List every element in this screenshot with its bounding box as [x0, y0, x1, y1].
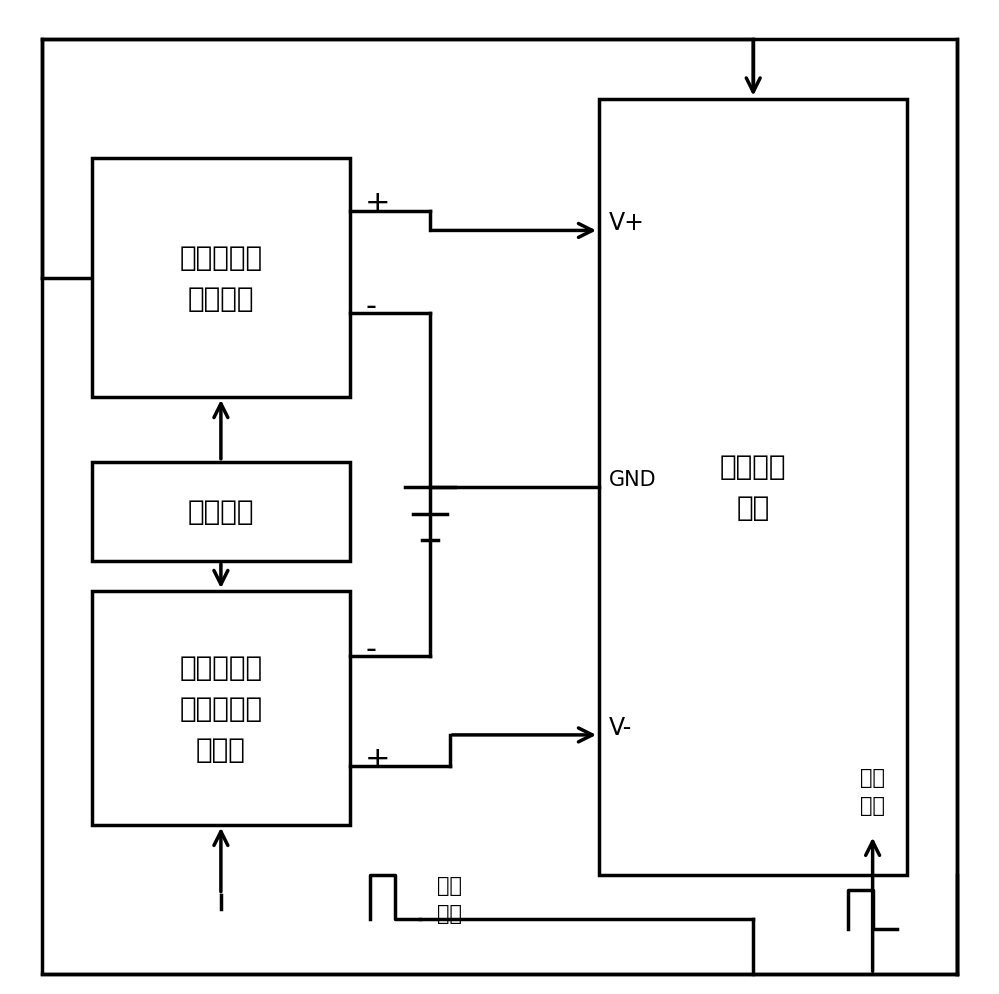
Text: 生成
触发: 生成 触发: [438, 876, 463, 923]
Text: 测量
触发: 测量 触发: [860, 767, 885, 815]
Text: 正弦信号交
流电压源: 正弦信号交 流电压源: [180, 244, 263, 313]
Text: +: +: [366, 745, 391, 773]
Text: -: -: [366, 634, 377, 663]
Bar: [92, 462, 351, 562]
Text: 时间基准: 时间基准: [188, 498, 254, 526]
Text: -: -: [366, 291, 377, 321]
Bar: [599, 99, 907, 875]
Text: 阶梯波交流
量子电压牛
成系统: 阶梯波交流 量子电压牛 成系统: [180, 653, 263, 763]
Text: 差分测量
系统: 差分测量 系统: [720, 452, 786, 522]
Text: V+: V+: [609, 212, 644, 236]
Bar: [92, 159, 351, 398]
Text: +: +: [366, 189, 391, 218]
Text: GND: GND: [609, 469, 656, 489]
Text: V-: V-: [609, 716, 632, 740]
Bar: [92, 591, 351, 825]
